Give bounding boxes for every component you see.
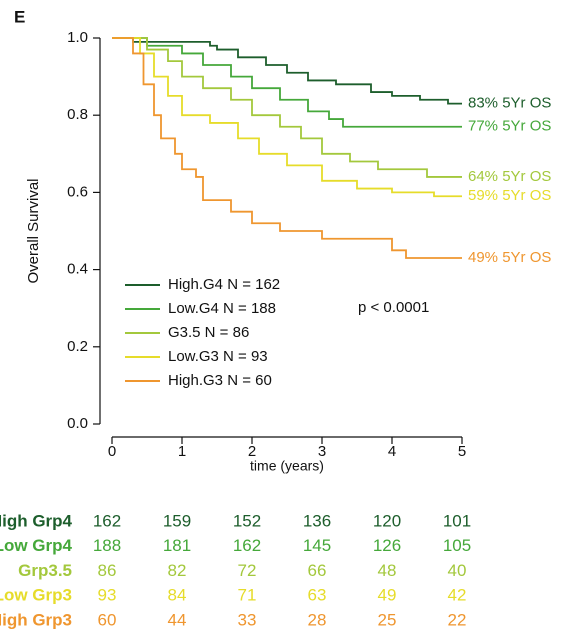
end-label: 59% 5Yr OS — [468, 187, 551, 204]
y-tick-label: 1.0 — [67, 29, 88, 46]
risk-count: 93 — [98, 586, 117, 605]
risk-count: 48 — [378, 561, 397, 580]
risk-count: 44 — [168, 610, 187, 629]
risk-count: 33 — [238, 610, 257, 629]
x-tick-label: 1 — [178, 443, 186, 460]
risk-count: 25 — [378, 610, 397, 629]
x-tick-label: 5 — [458, 443, 466, 460]
end-label: 49% 5Yr OS — [468, 249, 551, 266]
x-tick-label: 4 — [388, 443, 396, 460]
legend-label: Low.G4 N = 188 — [168, 300, 276, 317]
risk-count: 60 — [98, 610, 117, 629]
risk-count: 22 — [448, 610, 467, 629]
legend-label: High.G3 N = 60 — [168, 372, 272, 389]
y-tick-label: 0.4 — [67, 261, 88, 278]
risk-count: 126 — [373, 536, 401, 555]
legend-label: High.G4 N = 162 — [168, 276, 280, 293]
y-tick-label: 0.6 — [67, 183, 88, 200]
panel-label: E — [14, 7, 25, 26]
risk-count: 66 — [308, 561, 327, 580]
risk-count: 162 — [93, 511, 121, 530]
end-label: 77% 5Yr OS — [468, 118, 551, 135]
risk-count: 49 — [378, 586, 397, 605]
risk-count: 101 — [443, 511, 471, 530]
risk-row-label: High Grp3 — [0, 610, 72, 629]
risk-count: 84 — [168, 586, 187, 605]
risk-count: 120 — [373, 511, 401, 530]
risk-count: 40 — [448, 561, 467, 580]
legend-label: G3.5 N = 86 — [168, 324, 249, 341]
risk-count: 72 — [238, 561, 257, 580]
risk-count: 82 — [168, 561, 187, 580]
risk-count: 159 — [163, 511, 191, 530]
survival-curve — [112, 37, 462, 128]
y-tick-label: 0.8 — [67, 106, 88, 123]
survival-curve — [112, 37, 462, 259]
risk-count: 71 — [238, 586, 257, 605]
x-tick-label: 2 — [248, 443, 256, 460]
survival-curve — [112, 37, 462, 198]
risk-count: 86 — [98, 561, 117, 580]
risk-count: 136 — [303, 511, 331, 530]
y-tick-label: 0.2 — [67, 338, 88, 355]
end-label: 83% 5Yr OS — [468, 95, 551, 112]
risk-row-label: Grp3.5 — [18, 561, 72, 580]
risk-count: 28 — [308, 610, 327, 629]
y-tick-label: 0.0 — [67, 415, 88, 432]
legend-label: Low.G3 N = 93 — [168, 348, 268, 365]
risk-count: 42 — [448, 586, 467, 605]
risk-row-label: Low Grp3 — [0, 586, 72, 605]
risk-count: 181 — [163, 536, 191, 555]
risk-count: 162 — [233, 536, 261, 555]
p-value: p < 0.0001 — [358, 299, 429, 316]
survival-curve — [112, 37, 462, 178]
y-axis-label: Overall Survival — [25, 178, 42, 283]
x-axis-label: time (years) — [250, 458, 324, 474]
risk-row-label: High Grp4 — [0, 511, 73, 530]
risk-count: 63 — [308, 586, 327, 605]
x-tick-label: 3 — [318, 443, 326, 460]
risk-count: 145 — [303, 536, 331, 555]
risk-row-label: Low Grp4 — [0, 536, 73, 555]
survival-curve — [112, 37, 462, 105]
risk-count: 188 — [93, 536, 121, 555]
risk-count: 105 — [443, 536, 471, 555]
risk-count: 152 — [233, 511, 261, 530]
end-label: 64% 5Yr OS — [468, 168, 551, 185]
x-tick-label: 0 — [108, 443, 116, 460]
